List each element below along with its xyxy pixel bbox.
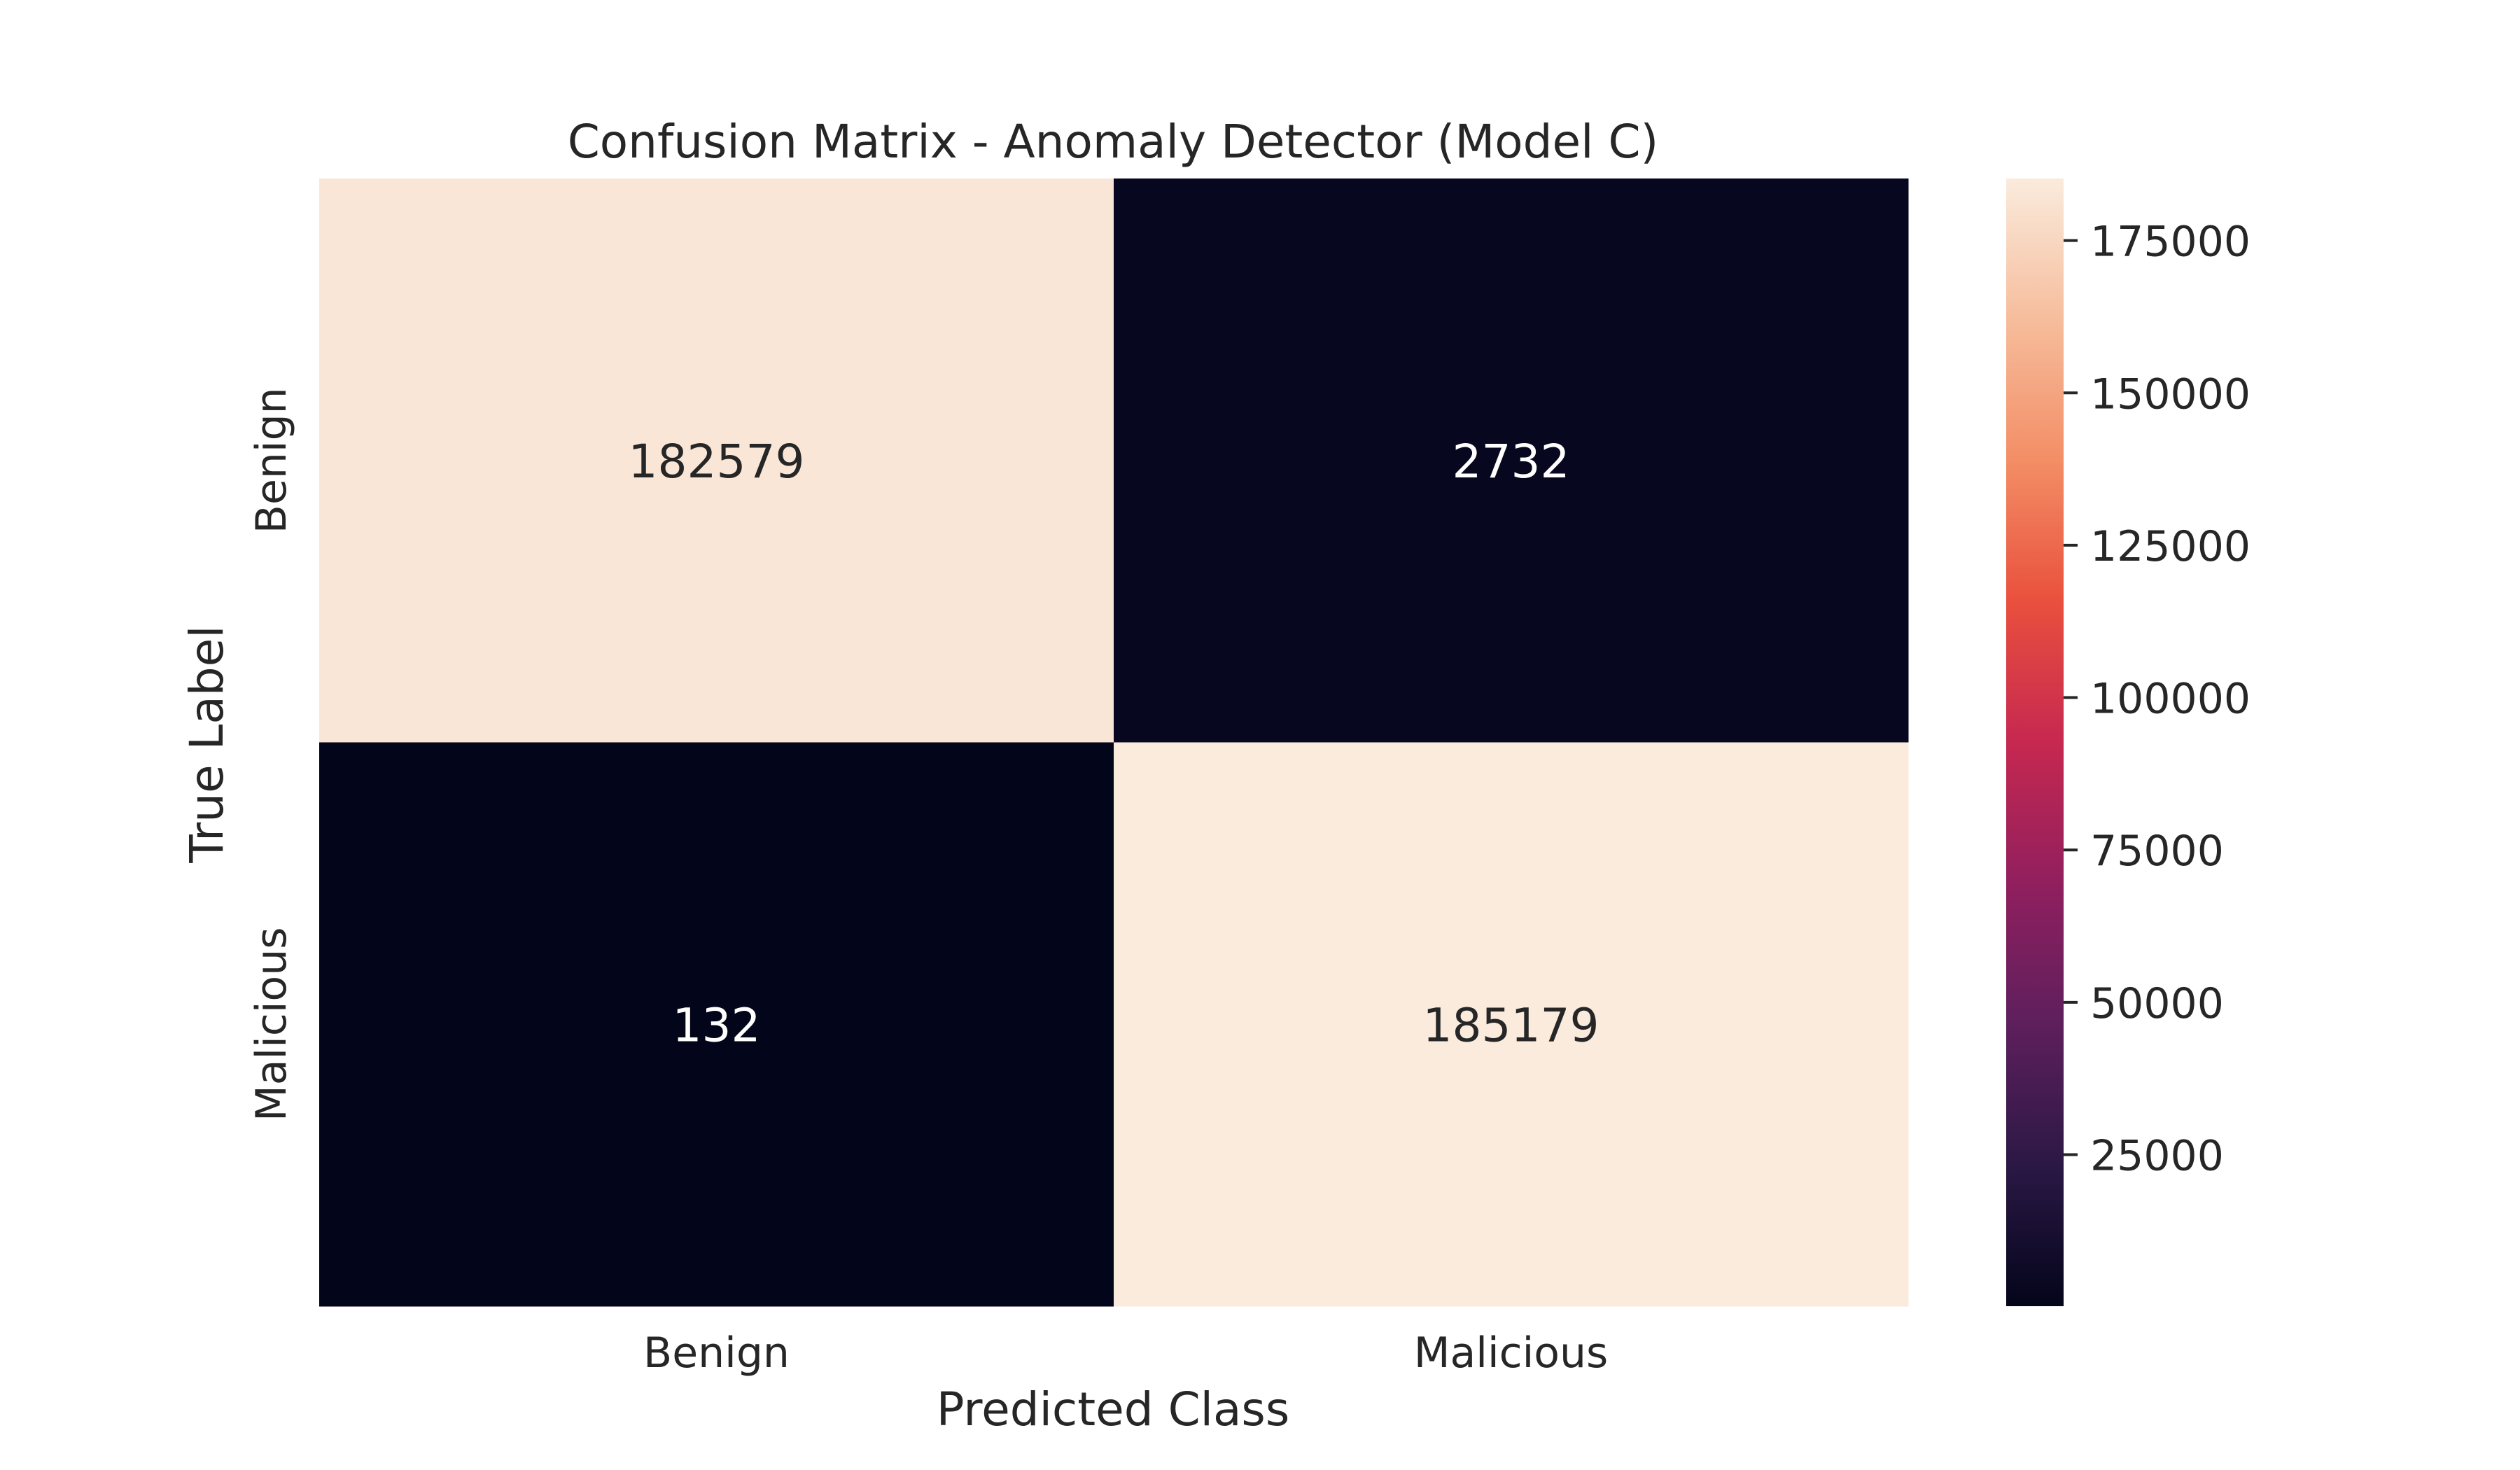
colorbar-tick-label: 50000 — [2090, 979, 2224, 1028]
heatmap-cell — [1114, 742, 1909, 1307]
x-tick-label: Benign — [643, 1329, 790, 1378]
colorbar-tick-label: 25000 — [2090, 1132, 2224, 1181]
colorbar-tick-label: 150000 — [2090, 370, 2250, 419]
cell-value-label: 2732 — [1452, 435, 1570, 489]
y-axis-label: True Label — [180, 625, 234, 863]
cell-value-label: 185179 — [1423, 998, 1600, 1052]
x-tick-label: Malicious — [1414, 1329, 1609, 1378]
x-axis-label: Predicted Class — [937, 1382, 1289, 1436]
colorbar-ticks: 25000 50000 75000 100000 125000 150000 175000 — [2064, 218, 2250, 1181]
cell-value-label: 132 — [673, 998, 761, 1052]
heatmap-cell — [319, 178, 1114, 743]
colorbar-tick-label: 125000 — [2090, 522, 2250, 571]
heatmap-cell — [319, 742, 1114, 1307]
colorbar-tick-label: 75000 — [2090, 827, 2224, 876]
heatmap-cells — [319, 178, 1909, 1307]
chart-title: Confusion Matrix - Anomaly Detector (Mod… — [568, 115, 1659, 169]
cell-value-label: 182579 — [629, 435, 805, 489]
colorbar-tick-label: 175000 — [2090, 218, 2250, 267]
y-axis-tick-labels: Benign Malicious — [247, 387, 296, 1121]
heatmap-cell-labels: 182579 2732 132 185179 — [629, 435, 1600, 1053]
colorbar-tick-label: 100000 — [2090, 675, 2250, 724]
heatmap-cell — [1114, 178, 1909, 743]
x-axis-tick-labels: Benign Malicious — [643, 1329, 1608, 1378]
y-tick-label: Malicious — [247, 927, 296, 1121]
colorbar — [2006, 178, 2064, 1306]
y-tick-label: Benign — [247, 387, 296, 533]
